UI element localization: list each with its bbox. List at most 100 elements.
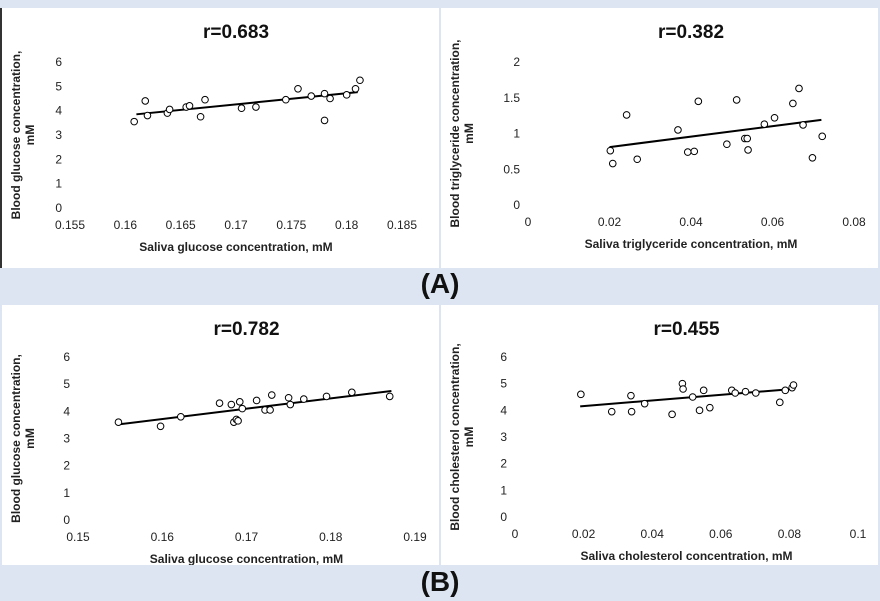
- data-point: [706, 403, 714, 412]
- x-axis-label: Saliva glucose concentration, mM: [150, 552, 343, 565]
- y-axis-label: Blood cholesterol concentration, mM: [448, 343, 476, 530]
- data-point: [130, 117, 138, 126]
- y-tick-label: 2: [55, 152, 62, 166]
- data-point: [690, 147, 699, 156]
- y-axis-label-line: Blood glucose concentration,: [9, 354, 23, 523]
- data-point: [795, 84, 803, 93]
- x-tick-label: 0.06: [709, 527, 733, 541]
- x-tick-label: 0.19: [403, 530, 427, 544]
- data-point: [731, 389, 740, 397]
- y-tick-label: 6: [500, 350, 507, 364]
- data-point: [252, 103, 260, 111]
- x-tick-label: 0.16: [114, 218, 138, 232]
- chart-b2-cholesterol: r=0.455 0 1 2 3 4 5 6 0 0.02 0.04 0.06 0.08 0.1 Saliva…: [448, 319, 867, 563]
- y-axis-label-line: mM: [23, 125, 37, 146]
- data-point: [320, 116, 329, 125]
- data-point: [156, 422, 165, 431]
- x-axis-label: Saliva cholesterol concentration, mM: [580, 549, 792, 563]
- y-tick-label: 4: [500, 403, 507, 417]
- y-axis-label-line: Blood triglyceride concentration,: [448, 39, 462, 227]
- data-point: [267, 391, 276, 399]
- data-point: [252, 396, 261, 405]
- y-tick-label: 0.5: [503, 162, 520, 176]
- chart-title: r=0.455: [653, 319, 719, 340]
- x-tick-label: 0.1: [850, 527, 867, 541]
- chart-a2-triglyceride: r=0.382 0 0.5 1 1.5 2 0 0.02 0.04 0.06 0.08 Saliva …: [448, 22, 866, 251]
- y-tick-label: 1.5: [503, 91, 520, 105]
- y-tick-label: 2: [513, 55, 520, 69]
- y-tick-label: 3: [55, 128, 62, 142]
- chart-panel-a1: r=0.683 0 1 2 3 4 5 6 0.155 0.16 0.165 0.17 0.175 0.1…: [2, 8, 439, 268]
- trendline: [580, 388, 793, 408]
- data-point: [114, 418, 123, 426]
- y-tick-label: 4: [63, 404, 70, 418]
- data-point: [608, 159, 617, 168]
- data-point: [607, 407, 616, 416]
- data-point: [770, 113, 779, 122]
- data-point: [699, 386, 708, 395]
- data-point: [760, 120, 769, 129]
- y-axis-label-line: Blood cholesterol concentration,: [448, 343, 462, 530]
- data-point: [307, 92, 316, 100]
- y-tick-label: 1: [55, 177, 62, 191]
- section-label-a: (A): [420, 268, 460, 299]
- data-point: [284, 393, 293, 402]
- y-axis-label-line: mM: [23, 428, 37, 449]
- y-tick-label: 0: [63, 513, 70, 527]
- x-tick-label: 0.02: [598, 215, 622, 229]
- y-tick-label: 4: [55, 104, 62, 118]
- chart-panel-b1: r=0.782 0 1 2 3 4 5 6 0.15 0.16 0.17 0.18 0.19 Saliva…: [2, 305, 439, 565]
- data-point: [743, 134, 752, 143]
- y-axis-label-line: mM: [462, 427, 476, 448]
- chart-b1-glucose: r=0.782 0 1 2 3 4 5 6 0.15 0.16 0.17 0.18 0.19 Saliva…: [9, 319, 427, 565]
- chart-title: r=0.782: [213, 319, 279, 340]
- data-point: [775, 398, 784, 407]
- x-tick-label: 0.16: [151, 530, 175, 544]
- section-label-b: (B): [420, 566, 460, 597]
- data-point: [751, 389, 760, 397]
- x-tick-label: 0: [512, 527, 519, 541]
- x-tick-label: 0.18: [335, 218, 359, 232]
- data-point: [294, 84, 302, 93]
- x-tick-label: 0.185: [387, 218, 417, 232]
- data-point: [201, 95, 209, 104]
- x-tick-label: 0.165: [166, 218, 196, 232]
- y-tick-label: 1: [513, 127, 520, 141]
- left-border: [0, 8, 2, 268]
- data-point: [808, 154, 817, 162]
- trendline: [136, 91, 358, 116]
- data-point: [342, 91, 351, 99]
- x-tick-label: 0.02: [572, 527, 596, 541]
- x-tick-label: 0.175: [276, 218, 306, 232]
- data-point: [679, 385, 687, 393]
- x-axis-label: Saliva triglyceride concentration, mM: [585, 237, 798, 251]
- data-point: [799, 121, 807, 129]
- data-point: [165, 105, 174, 114]
- data-point: [781, 386, 790, 395]
- data-point: [234, 417, 242, 425]
- x-tick-label: 0.15: [66, 530, 90, 544]
- data-point: [322, 392, 331, 401]
- x-tick-label: 0.08: [842, 215, 866, 229]
- data-point: [732, 96, 741, 104]
- data-point: [695, 406, 704, 415]
- y-axis-label: Blood triglyceride concentration, mM: [448, 39, 476, 227]
- x-axis-label: Saliva glucose concentration, mM: [139, 240, 332, 254]
- data-point: [185, 102, 194, 110]
- data-point: [627, 391, 635, 400]
- data-point: [351, 84, 360, 93]
- data-point: [238, 404, 247, 413]
- data-point: [143, 111, 152, 120]
- data-point: [622, 111, 631, 119]
- data-point: [741, 387, 750, 396]
- x-tick-label: 0.04: [641, 527, 665, 541]
- data-point: [299, 395, 308, 403]
- y-tick-label: 5: [500, 377, 507, 391]
- y-tick-label: 2: [63, 459, 70, 473]
- chart-panel-a2: r=0.382 0 0.5 1 1.5 2 0 0.02 0.04 0.06 0.08 Saliva …: [441, 8, 878, 268]
- data-point: [674, 126, 682, 134]
- data-point: [215, 399, 224, 407]
- data-point: [286, 400, 295, 409]
- data-point: [694, 97, 703, 106]
- data-point: [237, 104, 246, 113]
